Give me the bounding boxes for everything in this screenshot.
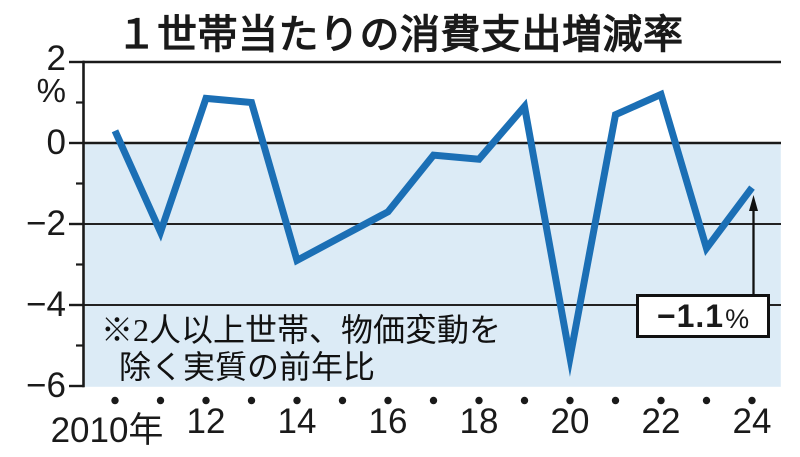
series-line [111, 89, 755, 377]
x-tick-label-22: 22 [641, 402, 681, 441]
chart-title: １世帯当たりの消費支出増減率 [116, 13, 684, 57]
year-tick-dot [748, 396, 756, 405]
y-axis-unit-label: % [36, 72, 66, 109]
callout-arrowhead-icon [749, 195, 758, 211]
year-tick-dot [429, 396, 438, 405]
x-tick-label-24: 24 [732, 402, 772, 441]
year-tick-dot [111, 396, 119, 405]
x-tick-label-14: 14 [277, 402, 317, 441]
y-tick-label-0: 0 [46, 123, 66, 162]
callout-value: −1.1 [656, 297, 725, 334]
year-tick-dot [338, 396, 347, 405]
x-tick-label-12: 12 [186, 402, 226, 441]
year-tick-dots [111, 396, 756, 405]
x-tick-label-16: 16 [368, 402, 408, 441]
footnote-line2: 除く実質の前年比 [119, 349, 376, 385]
x-tick-label-18: 18 [459, 402, 499, 441]
zero-shade [84, 144, 781, 387]
x-tick-label-20: 20 [550, 402, 590, 441]
year-tick-dot [293, 396, 301, 405]
year-tick-dot [384, 396, 392, 405]
y-tick-label-m6: −6 [26, 366, 66, 405]
year-tick-dot [247, 396, 256, 405]
y-axis-major-ticks [69, 60, 84, 388]
latest-value-callout: −1.1% [636, 294, 770, 338]
y-tick-label-m4: −4 [26, 285, 66, 324]
year-tick-dot [475, 396, 483, 405]
year-tick-dot [520, 396, 529, 405]
y-axis-minor-ticks [76, 101, 84, 347]
year-tick-dot [657, 396, 665, 405]
year-tick-dot [702, 396, 711, 405]
year-tick-dot [202, 396, 210, 405]
callout-unit: % [725, 303, 750, 334]
x-tick-label-2010: 2010年 [50, 411, 164, 450]
year-tick-dot [156, 396, 165, 405]
y-tick-label-m2: −2 [26, 204, 66, 243]
year-tick-dot [566, 396, 574, 405]
year-tick-dot [611, 396, 620, 405]
footnote-line1: ※2人以上世帯、物価変動を [101, 312, 502, 348]
y-tick-label-2: 2 [46, 39, 66, 78]
